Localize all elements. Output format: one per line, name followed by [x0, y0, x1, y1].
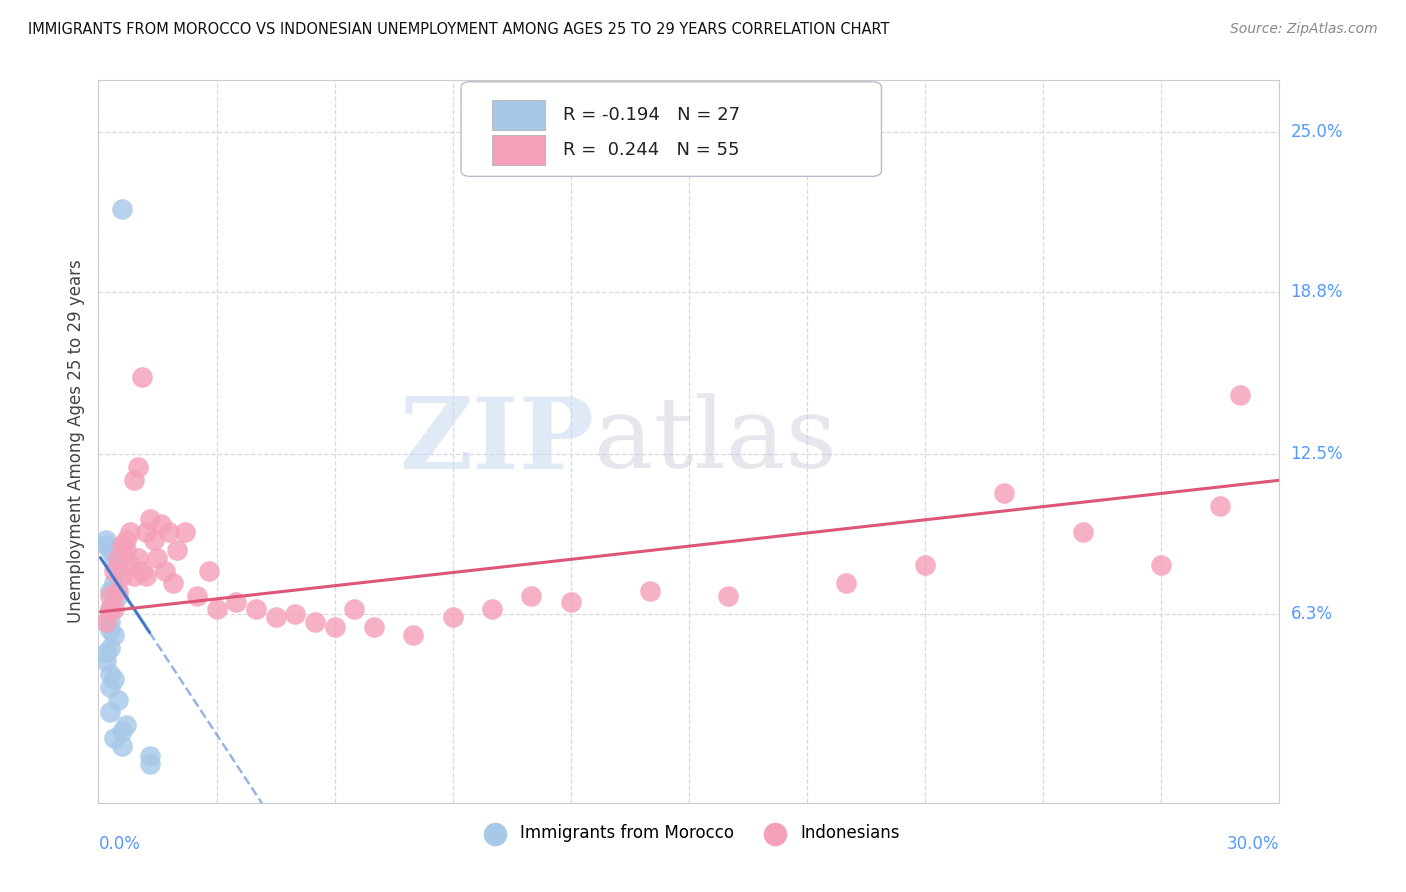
Point	[363, 620, 385, 634]
Point	[155, 564, 177, 578]
Point	[166, 542, 188, 557]
Point	[150, 517, 173, 532]
Text: 0.0%: 0.0%	[98, 835, 141, 854]
FancyBboxPatch shape	[461, 82, 882, 177]
Point	[127, 460, 149, 475]
Point	[264, 610, 287, 624]
Point	[98, 680, 121, 694]
Point	[993, 486, 1015, 500]
Text: 25.0%: 25.0%	[1291, 123, 1343, 141]
Point	[111, 739, 134, 753]
Text: ZIP: ZIP	[399, 393, 595, 490]
Point	[122, 473, 145, 487]
Point	[122, 568, 145, 582]
Point	[98, 584, 121, 599]
Y-axis label: Unemployment Among Ages 25 to 29 years: Unemployment Among Ages 25 to 29 years	[66, 260, 84, 624]
Point	[284, 607, 307, 622]
Point	[245, 602, 267, 616]
Point	[638, 584, 661, 599]
Point	[111, 723, 134, 738]
Point	[107, 550, 129, 565]
Point	[103, 628, 125, 642]
Point	[186, 590, 208, 604]
Point	[103, 576, 125, 591]
Point	[481, 602, 503, 616]
Point	[131, 564, 153, 578]
Point	[98, 640, 121, 655]
Text: 12.5%: 12.5%	[1291, 445, 1343, 464]
Text: 30.0%: 30.0%	[1227, 835, 1279, 854]
Point	[103, 602, 125, 616]
Point	[111, 202, 134, 217]
Point	[98, 706, 121, 720]
Point	[96, 615, 118, 630]
Point	[98, 602, 121, 616]
Point	[98, 542, 121, 557]
FancyBboxPatch shape	[492, 100, 546, 130]
Point	[323, 620, 346, 634]
Point	[1209, 499, 1232, 513]
FancyBboxPatch shape	[492, 135, 546, 165]
Point	[131, 370, 153, 384]
Text: R =  0.244   N = 55: R = 0.244 N = 55	[562, 141, 740, 159]
Point	[98, 590, 121, 604]
Legend: Immigrants from Morocco, Indonesians: Immigrants from Morocco, Indonesians	[471, 817, 907, 848]
Point	[835, 576, 858, 591]
Point	[103, 672, 125, 686]
Point	[157, 524, 180, 539]
Point	[135, 524, 157, 539]
Text: R = -0.194   N = 27: R = -0.194 N = 27	[562, 106, 740, 124]
Text: 6.3%: 6.3%	[1291, 606, 1333, 624]
Point	[107, 584, 129, 599]
Point	[1071, 524, 1094, 539]
Point	[111, 568, 134, 582]
Point	[1150, 558, 1173, 573]
Point	[914, 558, 936, 573]
Point	[96, 538, 118, 552]
Point	[402, 628, 425, 642]
Point	[138, 757, 160, 772]
Point	[115, 718, 138, 732]
Point	[441, 610, 464, 624]
Point	[520, 590, 543, 604]
Point	[98, 666, 121, 681]
Point	[115, 533, 138, 547]
Point	[142, 533, 165, 547]
Point	[118, 524, 141, 539]
Point	[162, 576, 184, 591]
Point	[205, 602, 228, 616]
Point	[197, 564, 219, 578]
Point	[107, 558, 129, 573]
Point	[98, 602, 121, 616]
Point	[107, 692, 129, 706]
Point	[103, 564, 125, 578]
Point	[135, 568, 157, 582]
Point	[138, 749, 160, 764]
Point	[560, 594, 582, 608]
Text: atlas: atlas	[595, 393, 837, 490]
Text: 18.8%: 18.8%	[1291, 283, 1343, 301]
Point	[103, 731, 125, 746]
Point	[98, 615, 121, 630]
Point	[127, 550, 149, 565]
Point	[96, 533, 118, 547]
Point	[118, 558, 141, 573]
Point	[304, 615, 326, 630]
Point	[96, 646, 118, 660]
Point	[107, 590, 129, 604]
Text: IMMIGRANTS FROM MOROCCO VS INDONESIAN UNEMPLOYMENT AMONG AGES 25 TO 29 YEARS COR: IMMIGRANTS FROM MOROCCO VS INDONESIAN UN…	[28, 22, 890, 37]
Point	[111, 538, 134, 552]
Point	[96, 654, 118, 668]
Point	[98, 623, 121, 637]
Point	[103, 550, 125, 565]
Point	[1229, 388, 1251, 402]
Text: Source: ZipAtlas.com: Source: ZipAtlas.com	[1230, 22, 1378, 37]
Point	[174, 524, 197, 539]
Point	[138, 512, 160, 526]
Point	[146, 550, 169, 565]
Point	[115, 542, 138, 557]
Point	[717, 590, 740, 604]
Point	[225, 594, 247, 608]
Point	[343, 602, 366, 616]
